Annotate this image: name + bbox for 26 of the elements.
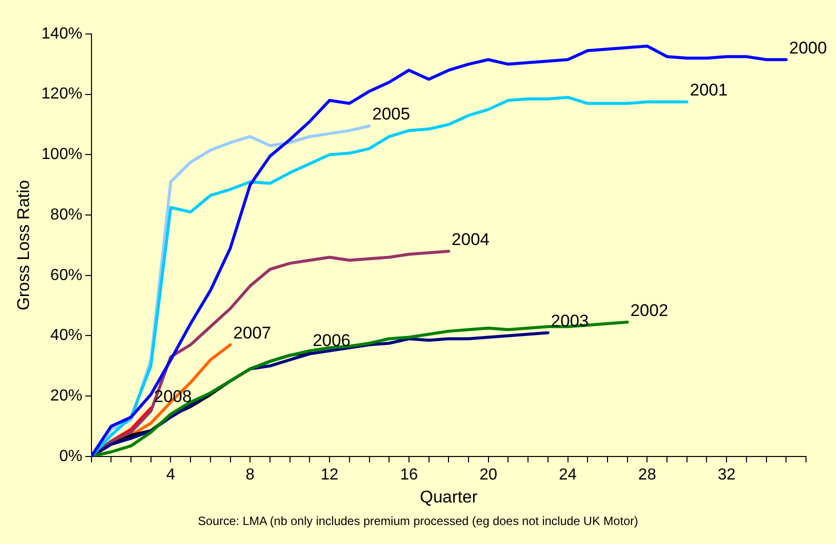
x-tick-label: 28 (638, 466, 656, 484)
y-tick-label: 40% (50, 327, 82, 344)
x-axis-title: Quarter (420, 487, 478, 506)
series-label: 2001 (690, 80, 728, 100)
y-tick-label: 20% (50, 387, 82, 404)
x-tick-label: 8 (246, 466, 255, 484)
series-label: 2000 (789, 38, 827, 58)
y-tick-label: 0% (59, 448, 82, 465)
series-label: 2006 (312, 330, 351, 350)
y-tick-label: 140% (41, 25, 82, 42)
y-tick-label: 80% (50, 206, 82, 224)
y-axis-title: Gross Loss Ratio (14, 180, 33, 310)
source-note: Source: LMA (nb only includes premium processed (eg does not include UK Motor) (196, 514, 640, 528)
series-label: 2005 (372, 104, 410, 124)
x-tick-label: 32 (718, 466, 736, 484)
y-tick-label: 120% (41, 86, 82, 103)
x-tick-label: 12 (320, 466, 339, 484)
series-label: 2007 (233, 323, 272, 342)
x-tick-label: 4 (166, 466, 176, 484)
y-tick-label: 100% (41, 146, 82, 164)
series-label: 2002 (630, 300, 668, 320)
x-tick-label: 20 (479, 466, 498, 484)
y-tick-label: 60% (50, 266, 82, 284)
x-tick-label: 16 (400, 466, 418, 484)
x-tick-label: 24 (558, 466, 577, 484)
series-label: 2004 (452, 230, 490, 249)
